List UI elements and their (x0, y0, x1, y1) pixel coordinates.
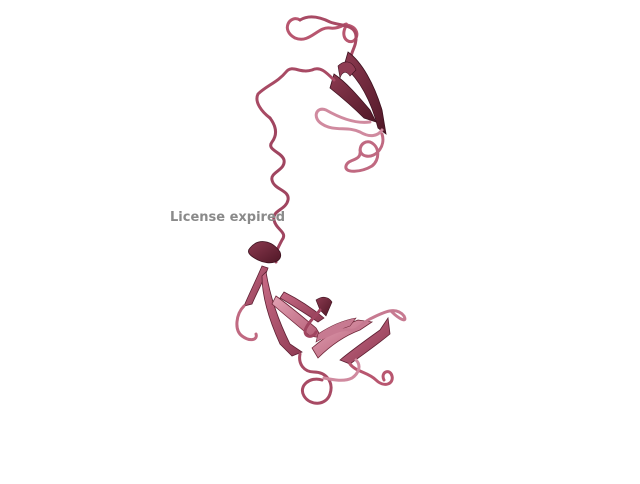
beta-strand (329, 73, 377, 123)
beta-strand (261, 271, 303, 357)
license-watermark: License expired (170, 210, 286, 225)
coil-segment (303, 308, 322, 338)
linker-region (248, 116, 290, 264)
coil-segment (285, 17, 359, 44)
beta-strand (315, 296, 333, 317)
coil-segment (322, 358, 361, 382)
beta-strand (279, 291, 325, 323)
coil-segment (314, 107, 384, 138)
beta-strand (339, 316, 391, 365)
coil-segment (348, 362, 394, 386)
upper-domain (255, 15, 387, 173)
coil-segment (235, 304, 258, 342)
coil-segment (344, 132, 385, 173)
coil-segment (298, 352, 333, 405)
lower-domain (235, 265, 407, 405)
beta-strand (271, 295, 323, 339)
coil-segment (255, 67, 336, 120)
helix-turn (248, 241, 282, 264)
coil-segment (320, 309, 407, 340)
beta-strand (337, 61, 357, 79)
coil-segment (298, 15, 358, 64)
coil-segment (268, 116, 290, 264)
